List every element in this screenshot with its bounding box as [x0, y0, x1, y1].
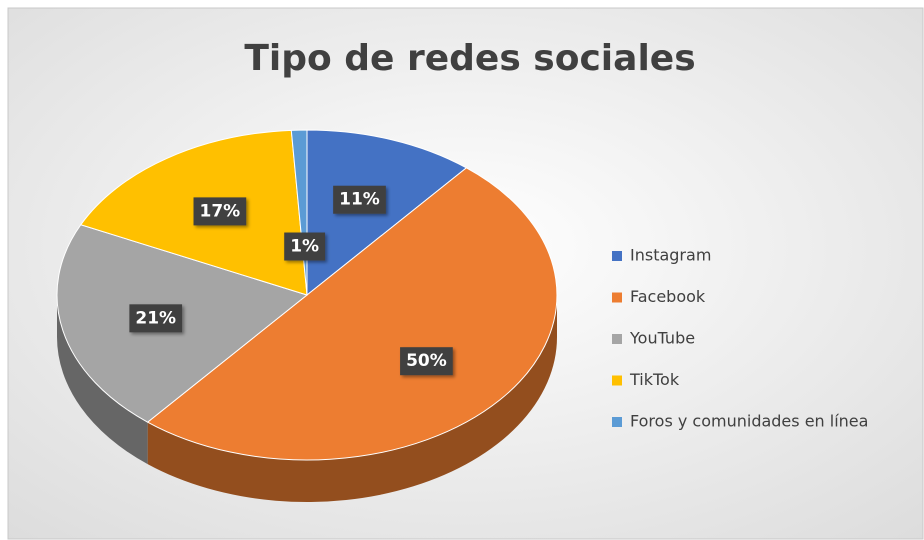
data-label-box: [193, 197, 247, 226]
data-label-text: 17%: [200, 201, 241, 221]
legend-label: Facebook: [630, 287, 706, 306]
slice-side: [147, 295, 558, 502]
data-label-text: 1%: [290, 237, 319, 257]
legend-swatch: [612, 417, 622, 427]
data-label-box: [400, 347, 453, 376]
slice: [146, 167, 558, 461]
legend-swatch: [612, 334, 622, 344]
legend-swatch: [612, 251, 622, 261]
data-label: 1%: [284, 232, 326, 261]
legend-label: TikTok: [629, 370, 680, 389]
data-label-box: [129, 304, 183, 333]
data-label: 21%: [129, 304, 183, 333]
data-label: 11%: [333, 185, 386, 214]
legend-swatch: [612, 375, 622, 386]
legend-label: YouTube: [629, 329, 695, 348]
data-label-text: 21%: [135, 308, 176, 328]
data-label-box: [333, 185, 386, 214]
slice-side: [57, 295, 148, 465]
data-label-box: [284, 232, 326, 261]
legend: Instagram Facebook YouTube TikTok Foros y co…: [612, 246, 868, 431]
data-label-text: 50%: [406, 351, 447, 371]
data-label: 17%: [193, 197, 247, 226]
legend-label: Instagram: [630, 246, 711, 265]
legend-swatch: [612, 292, 622, 303]
legend-label: Foros y comunidades en línea: [630, 412, 868, 431]
data-labels: 11% 50% 21% 17% 1%: [129, 185, 453, 376]
chart-title: Tipo de redes sociales: [244, 38, 695, 79]
data-label: 50%: [400, 347, 453, 376]
slice: [306, 129, 468, 297]
data-label-text: 11%: [339, 190, 380, 210]
